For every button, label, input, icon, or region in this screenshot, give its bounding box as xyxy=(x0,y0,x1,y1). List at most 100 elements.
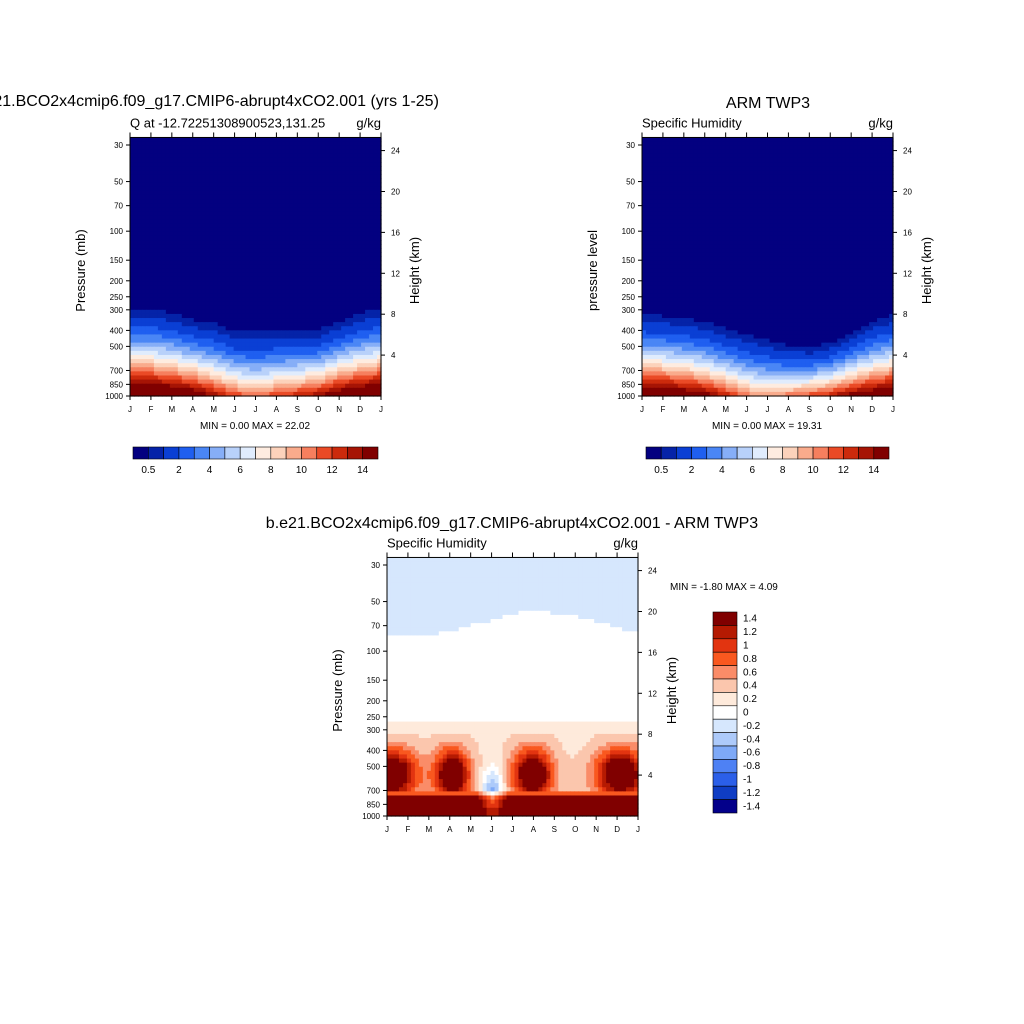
contour-cell xyxy=(737,186,743,192)
contour-cell xyxy=(269,157,275,163)
contour-cell xyxy=(265,231,271,237)
contour-cell xyxy=(309,157,314,163)
contour-cell xyxy=(209,309,215,315)
contour-cell xyxy=(369,240,374,245)
contour-cell xyxy=(237,346,243,352)
contour-cell xyxy=(377,272,382,278)
contour-cell xyxy=(153,338,159,344)
contour-cell xyxy=(141,252,147,258)
contour-cell xyxy=(653,162,659,167)
contour-cell xyxy=(185,190,191,196)
contour-cell xyxy=(257,194,263,200)
contour-cell xyxy=(141,162,147,167)
contour-cell xyxy=(361,289,366,294)
contour-cell xyxy=(357,346,362,352)
contour-cell xyxy=(197,391,203,397)
contour-cell xyxy=(157,371,163,377)
contour-cell xyxy=(221,322,227,327)
contour-cell xyxy=(325,215,330,221)
contour-cell xyxy=(321,285,326,290)
contour-cell xyxy=(345,326,350,331)
contour-cell xyxy=(277,375,282,381)
contour-cell xyxy=(229,174,235,180)
contour-cell xyxy=(209,223,215,229)
contour-cell xyxy=(277,190,282,196)
contour-cell xyxy=(269,199,275,204)
contour-cell xyxy=(233,190,239,196)
contour-cell xyxy=(345,338,350,344)
contour-cell xyxy=(701,186,707,192)
contour-cell xyxy=(317,256,322,262)
contour-cell xyxy=(357,186,362,192)
contour-cell xyxy=(189,363,195,368)
contour-cell xyxy=(689,153,695,159)
contour-cell xyxy=(225,260,231,266)
contour-cell xyxy=(141,334,147,340)
contour-cell xyxy=(305,363,310,368)
contour-cell xyxy=(177,227,183,233)
contour-cell xyxy=(149,240,155,245)
contour-cell xyxy=(145,244,151,249)
contour-cell xyxy=(361,203,366,208)
contour-cell xyxy=(797,186,802,192)
contour-cell xyxy=(281,301,286,307)
contour-cell xyxy=(301,157,306,163)
contour-cell xyxy=(289,194,294,200)
contour-cell xyxy=(337,330,342,336)
contour-cell xyxy=(305,137,310,143)
contour-cell xyxy=(130,346,135,352)
contour-cell xyxy=(229,383,235,389)
contour-cell xyxy=(145,194,151,200)
contour-cell xyxy=(337,334,342,340)
contour-cell xyxy=(365,162,370,167)
contour-cell xyxy=(365,227,370,233)
contour-cell xyxy=(349,346,354,352)
contour-cell xyxy=(189,276,195,282)
contour-cell xyxy=(333,219,338,225)
contour-cell xyxy=(225,391,231,397)
contour-cell xyxy=(341,149,346,155)
contour-cell xyxy=(197,149,203,155)
contour-cell xyxy=(333,149,338,155)
contour-cell xyxy=(713,149,719,155)
contour-cell xyxy=(277,149,282,155)
contour-cell xyxy=(165,182,171,188)
contour-cell xyxy=(281,240,286,245)
contour-cell xyxy=(841,190,846,196)
contour-cell xyxy=(229,309,235,315)
contour-cell xyxy=(701,182,707,188)
contour-cell xyxy=(157,363,163,368)
contour-cell xyxy=(173,272,179,278)
contour-cell xyxy=(369,223,374,229)
contour-cell xyxy=(193,268,199,274)
contour-cell xyxy=(309,318,314,323)
contour-cell xyxy=(193,145,199,151)
contour-cell xyxy=(353,260,358,266)
contour-cell xyxy=(721,162,727,167)
contour-cell xyxy=(233,359,239,364)
contour-cell xyxy=(229,272,235,278)
contour-cell xyxy=(205,326,211,331)
contour-cell xyxy=(265,391,271,397)
contour-cell xyxy=(221,342,227,348)
contour-cell xyxy=(217,227,223,233)
contour-cell xyxy=(141,166,147,171)
contour-cell xyxy=(281,346,286,352)
contour-cell xyxy=(745,157,751,163)
contour-cell xyxy=(161,186,167,192)
contour-cell xyxy=(741,186,747,192)
contour-cell xyxy=(225,264,231,270)
contour-cell xyxy=(813,174,818,180)
contour-cell xyxy=(177,211,183,217)
contour-cell xyxy=(217,186,223,192)
contour-cell xyxy=(269,260,275,266)
contour-cell xyxy=(209,330,215,336)
contour-cell xyxy=(833,178,838,184)
contour-cell xyxy=(273,313,279,319)
contour-cell xyxy=(273,170,279,175)
contour-cell xyxy=(133,256,139,262)
contour-cell xyxy=(805,137,810,143)
contour-cell xyxy=(181,145,187,151)
contour-cell xyxy=(257,367,263,372)
contour-cell xyxy=(345,207,350,212)
